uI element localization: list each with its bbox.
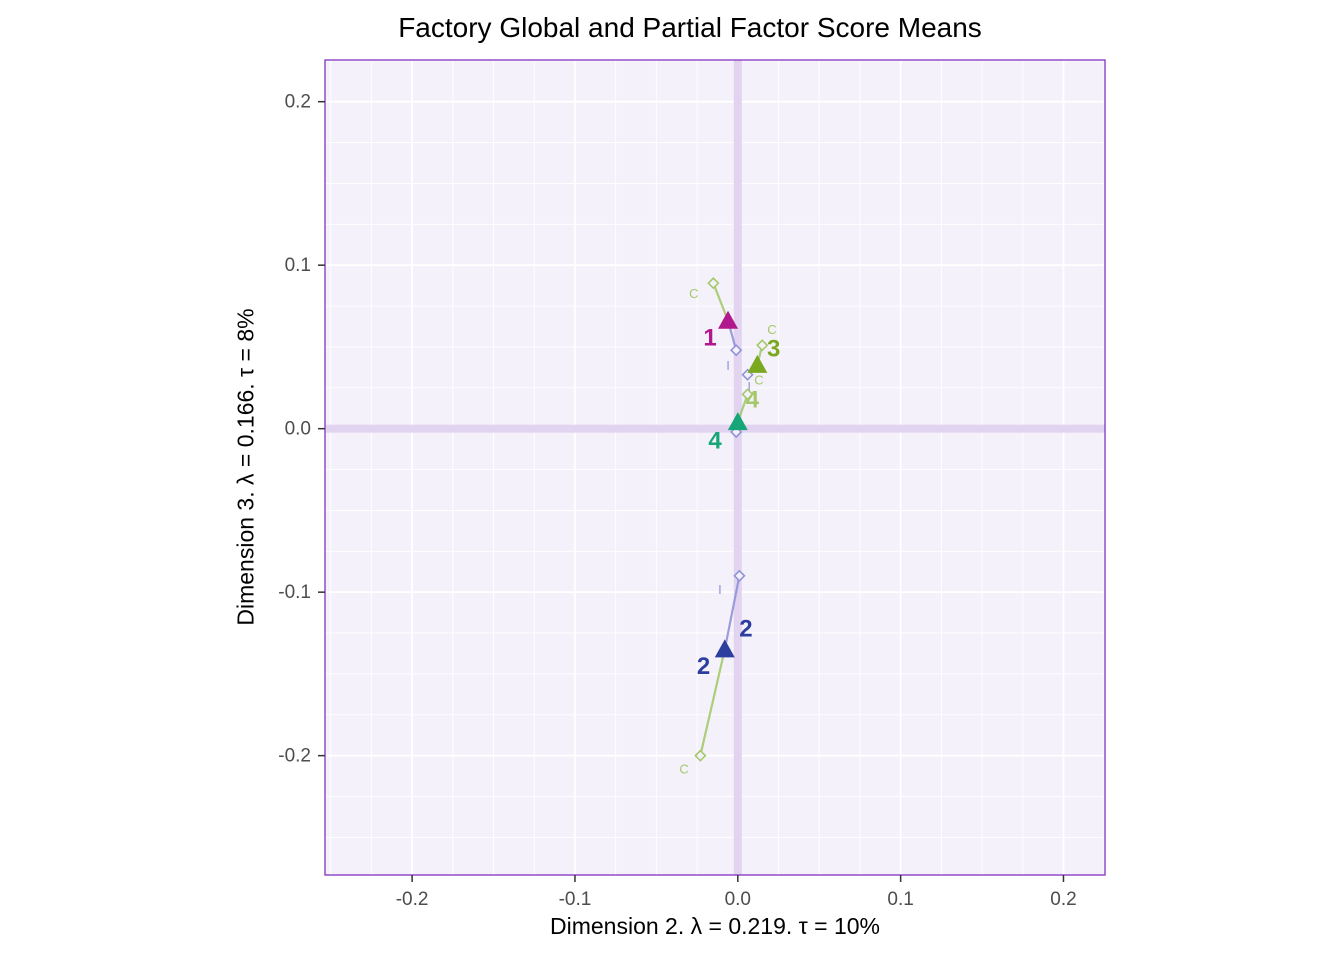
- y-axis-title: Dimension 3. λ = 0.166. τ = 8%: [232, 308, 259, 626]
- partial-score-label-group-1-table-C: C: [689, 286, 698, 301]
- partial-score-line-group-2-table-I: [723, 575, 741, 650]
- partial-score-line-group-1-table-C: [712, 282, 730, 322]
- partial-score-label-group-3-table-I: I: [747, 379, 751, 394]
- x-tick-label: -0.1: [559, 889, 592, 910]
- group-label-2: 2: [697, 653, 710, 680]
- group-label-1: 1: [703, 324, 716, 351]
- group-label-2: 2: [739, 615, 752, 642]
- partial-score-diamond-group-2-table-C: [694, 749, 707, 762]
- group-mean-triangle-2: [714, 639, 735, 658]
- group-mean-triangle-4: [727, 412, 748, 431]
- x-tick-label: 0.1: [887, 889, 913, 910]
- partial-score-label-group-1-table-I: I: [726, 358, 730, 373]
- partial-score-label-group-2-table-I: I: [718, 582, 722, 597]
- group-label-3: 3: [767, 336, 780, 363]
- plot-panel: [325, 60, 1105, 875]
- y-tick-label: -0.1: [278, 582, 311, 603]
- y-tick-label: -0.2: [278, 746, 311, 767]
- group-mean-triangle-1: [718, 310, 739, 329]
- partial-score-diamond-group-3-table-C: [756, 339, 769, 352]
- group-label-4: 4: [746, 386, 760, 413]
- partial-score-diamond-group-4-table-C: [741, 388, 754, 401]
- x-tick-label: -0.2: [396, 889, 429, 910]
- partial-score-label-group-4-table-C: C: [754, 373, 763, 388]
- partial-score-diamond-group-3-table-I: [741, 368, 754, 381]
- x-tick-label: 0.0: [725, 889, 751, 910]
- zero-band-horizontal: [325, 424, 1105, 433]
- partial-score-diamond-group-2-table-I: [733, 569, 746, 582]
- partial-score-diamond-group-1-table-I: [730, 344, 743, 357]
- partial-score-label-group-2-table-C: C: [679, 762, 688, 777]
- group-label-4: 4: [708, 427, 722, 454]
- partial-score-diamond-group-1-table-C: [707, 277, 720, 290]
- chart-title: Factory Global and Partial Factor Score …: [398, 12, 982, 43]
- x-tick-label: 0.2: [1050, 889, 1076, 910]
- y-tick-label: 0.0: [285, 419, 311, 440]
- y-tick-label: 0.1: [285, 255, 311, 276]
- y-tick-label: 0.2: [285, 92, 311, 113]
- panel-border: [324, 59, 1106, 876]
- partial-score-line-group-2-table-C: [699, 649, 726, 756]
- zero-band-vertical: [733, 60, 742, 875]
- group-mean-triangle-3: [747, 354, 768, 373]
- x-axis-title: Dimension 2. λ = 0.219. τ = 10%: [550, 913, 880, 939]
- partial-score-label-group-3-table-C: C: [767, 322, 776, 337]
